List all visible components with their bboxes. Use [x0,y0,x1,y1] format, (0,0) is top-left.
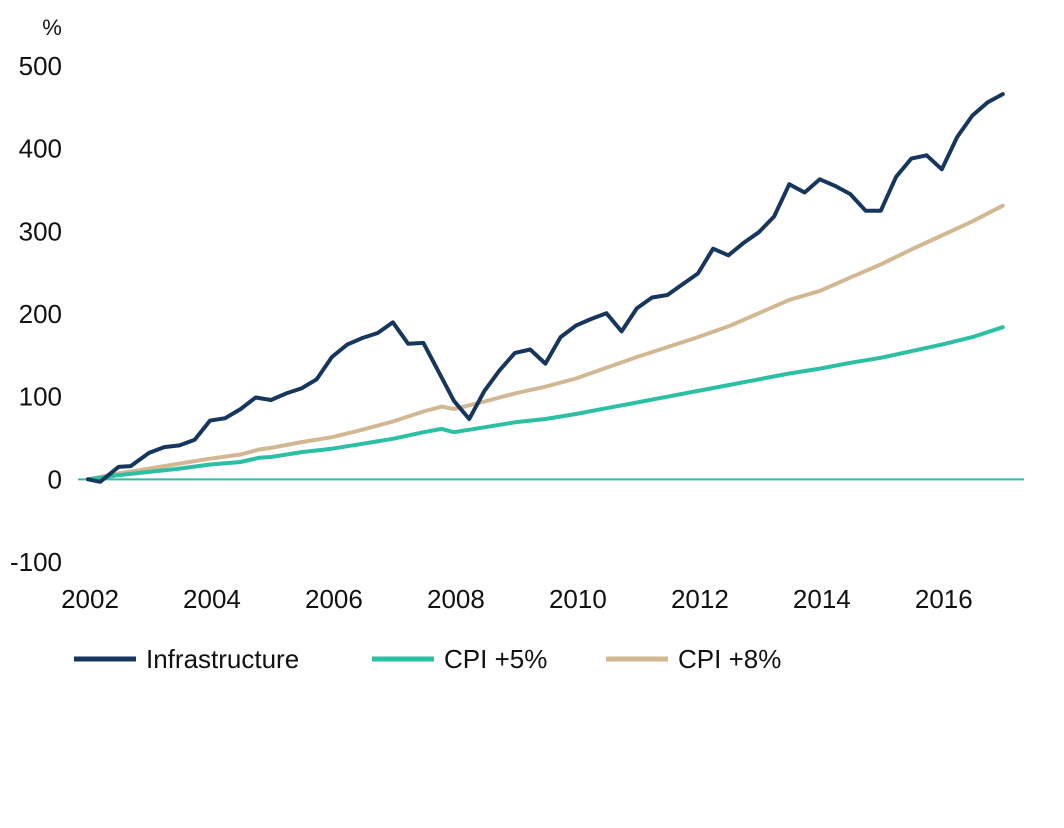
y-tick-label: 200 [19,299,62,329]
x-tick-label: 2004 [183,584,241,614]
series-lines [86,92,1005,484]
y-tick-label: 100 [19,382,62,412]
x-tick-label: 2006 [305,584,363,614]
legend: Infrastructure CPI +5% CPI +8% [74,644,781,674]
series-line-0 [86,92,1005,484]
y-axis-unit-label: % [42,15,62,40]
y-tick-label: 500 [19,51,62,81]
y-tick-label: 0 [48,464,62,494]
x-tick-label: 2010 [549,584,607,614]
y-tick-label: 300 [19,216,62,246]
y-axis-tick-labels: 500 400 300 200 100 0 -100 [10,51,62,577]
series-line-1 [86,325,1005,482]
x-tick-label: 2008 [427,584,485,614]
x-axis-tick-labels: 2002 2004 2006 2008 2010 2012 2014 2016 [61,584,973,614]
x-tick-label: 2012 [671,584,729,614]
x-tick-label: 2016 [915,584,973,614]
y-tick-label: -100 [10,547,62,577]
x-tick-label: 2002 [61,584,119,614]
legend-label: CPI +5% [444,644,547,674]
legend-label: Infrastructure [146,644,299,674]
x-tick-label: 2014 [793,584,851,614]
series-line-2 [86,203,1005,482]
y-tick-label: 400 [19,134,62,164]
legend-label: CPI +8% [678,644,781,674]
